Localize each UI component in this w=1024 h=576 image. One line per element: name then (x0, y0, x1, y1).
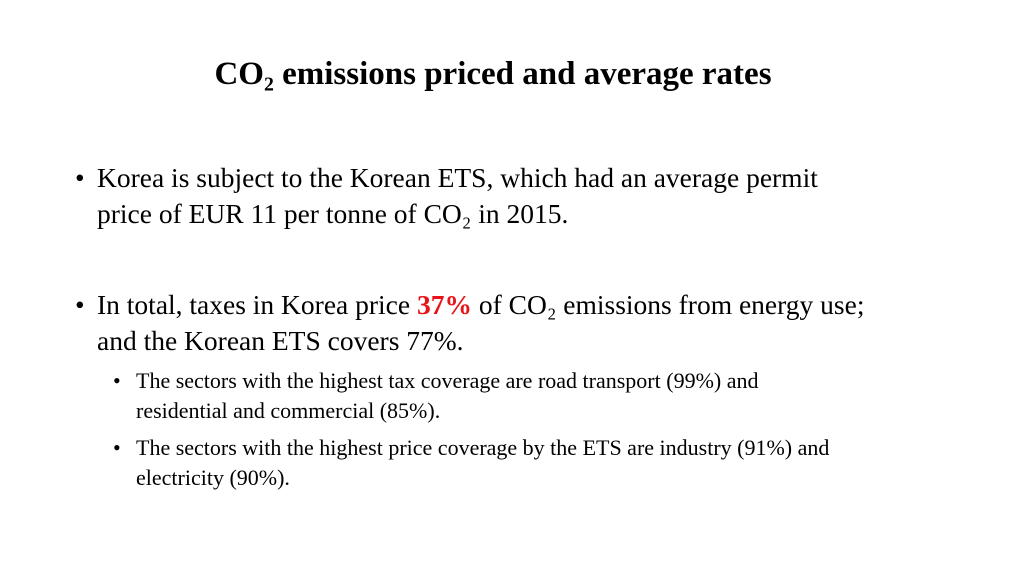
sub-bullet-line: • The sectors with the highest price cove… (113, 433, 993, 463)
sub-bullet-item-ets-sectors: • The sectors with the highest price cove… (113, 433, 993, 493)
bullet-line: • Korea is subject to the Korean ETS, whi… (75, 160, 975, 196)
sub-bullet-text: The sectors with the highest tax coverag… (136, 368, 759, 393)
slide-title: CO₂ emissions priced and average rates (214, 56, 772, 92)
bullet-line: and the Korean ETS covers 77%. (75, 323, 975, 359)
bullet-marker: • (75, 162, 85, 193)
bullet-text: In total, taxes in Korea price (97, 289, 417, 320)
sub-bullet-marker: • (113, 435, 121, 460)
sub-bullet-text: residential and commercial (85%). (136, 398, 441, 423)
bullet-line: price of EUR 11 per tonne of CO₂ in 2015… (75, 196, 975, 232)
sub-bullet-line: electricity (90%). (113, 463, 993, 493)
sub-bullet-item-tax-sectors: • The sectors with the highest tax covera… (113, 366, 993, 426)
sub-bullet-line: • The sectors with the highest tax covera… (113, 366, 993, 396)
sub-bullet-marker: • (113, 368, 121, 393)
bullet-marker: • (75, 289, 85, 320)
highlighted-percentage: 37% (416, 289, 472, 320)
bullet-text: Korea is subject to the Korean ETS, whic… (97, 162, 818, 193)
bullet-text: and the Korean ETS covers 77%. (97, 325, 464, 356)
sub-bullet-line: residential and commercial (85%). (113, 396, 993, 426)
bullet-line: • In total, taxes in Korea price 37% of C… (75, 287, 975, 323)
bullet-text: of CO₂ emissions from energy use; (471, 289, 865, 320)
sub-bullet-text: electricity (90%). (136, 465, 290, 490)
bullet-text: price of EUR 11 per tonne of CO₂ in 2015… (97, 198, 569, 229)
sub-bullet-text: The sectors with the highest price cover… (136, 435, 830, 460)
bullet-item-tax-coverage: • In total, taxes in Korea price 37% of C… (75, 287, 975, 359)
bullet-item-korea-ets: • Korea is subject to the Korean ETS, whi… (75, 160, 975, 232)
